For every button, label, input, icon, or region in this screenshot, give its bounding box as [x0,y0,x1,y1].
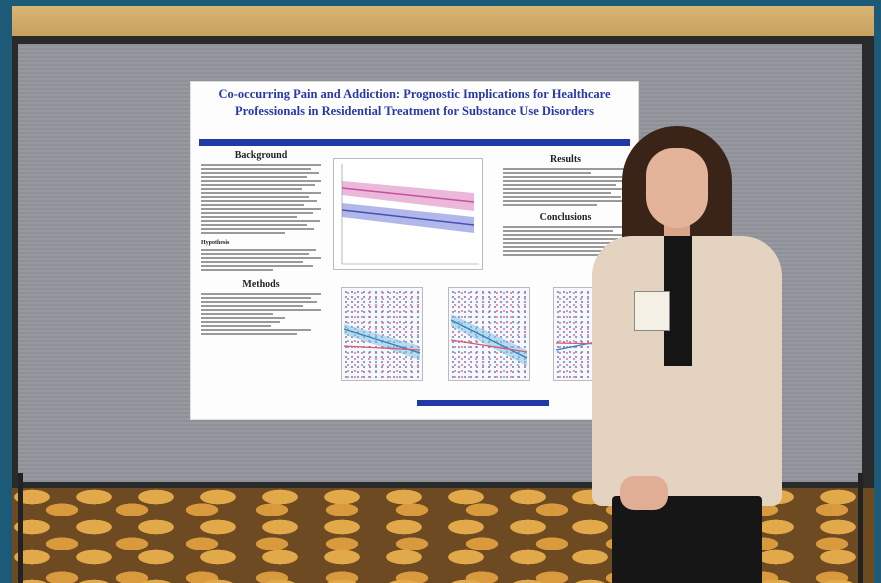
section-heading-methods: Methods [242,279,280,290]
results-text [503,168,628,206]
background-text [201,164,321,234]
photo-scene: Co-occurring Pain and Addiction: Prognos… [12,6,874,583]
scatter-2-blue-band [451,314,527,366]
scatter-2-blue-line [450,319,528,359]
board-leg-left [18,473,23,583]
poster-title: Co-occurring Pain and Addiction: Prognos… [218,87,611,118]
pink-regression-line [341,187,475,203]
section-heading-conclusions: Conclusions [539,212,592,223]
presenter-person [582,126,792,583]
scatter-1-blue-band [344,324,420,360]
name-badge [634,291,670,331]
main-chart-svg [341,164,479,265]
poster-column-right: Results Conclusions [503,154,628,256]
hypothesis-text [201,249,321,271]
poster-header-bar [199,139,630,146]
board-leg-right [858,473,863,583]
poster-footer-bar [417,400,549,406]
main-interaction-chart [333,158,483,270]
face [646,148,708,228]
conclusions-text [503,226,628,256]
poster-column-left: Background Hypothesis Methods [201,150,321,335]
scatter-plot-2 [448,287,530,381]
section-heading-background: Background [234,150,288,161]
scatter-1-pink-line [343,345,421,351]
pink-confidence-band [342,181,474,211]
methods-text [201,293,321,335]
black-skirt [612,496,762,583]
scatter-plot-1 [341,287,423,381]
scatter-1-lines [343,324,421,360]
section-heading-results: Results [549,154,582,165]
clasped-hands [620,476,668,510]
scatter-2-pink-line [450,339,528,353]
scatter-2-lines [450,314,528,366]
poster-authors-line [231,124,598,136]
section-heading-hypothesis: Hypothesis [201,240,230,246]
research-poster: Co-occurring Pain and Addiction: Prognos… [190,81,639,420]
blue-regression-line [341,209,475,226]
